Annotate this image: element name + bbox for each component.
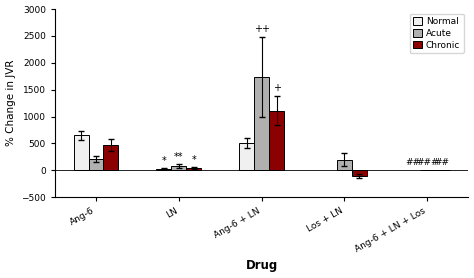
Bar (337, 160, 352, 170)
Bar (103, 145, 118, 170)
Text: **: ** (174, 152, 183, 162)
Text: *: * (162, 156, 166, 166)
Bar (239, 143, 254, 170)
Bar (172, 166, 186, 170)
Bar (269, 111, 284, 170)
Bar (352, 170, 367, 176)
Y-axis label: % Change in JVR: % Change in JVR (6, 60, 16, 146)
Text: ###: ### (416, 158, 438, 167)
Text: *: * (191, 155, 196, 165)
Bar (73, 135, 89, 170)
Text: ##: ## (435, 158, 450, 167)
Bar (186, 168, 201, 170)
Text: ##: ## (405, 158, 420, 167)
Text: +: + (273, 83, 281, 93)
Bar (89, 159, 103, 170)
X-axis label: Drug: Drug (246, 259, 278, 272)
Bar (156, 169, 172, 170)
Bar (254, 77, 269, 170)
Legend: Normal, Acute, Chronic: Normal, Acute, Chronic (410, 14, 464, 53)
Text: ++: ++ (254, 24, 270, 34)
